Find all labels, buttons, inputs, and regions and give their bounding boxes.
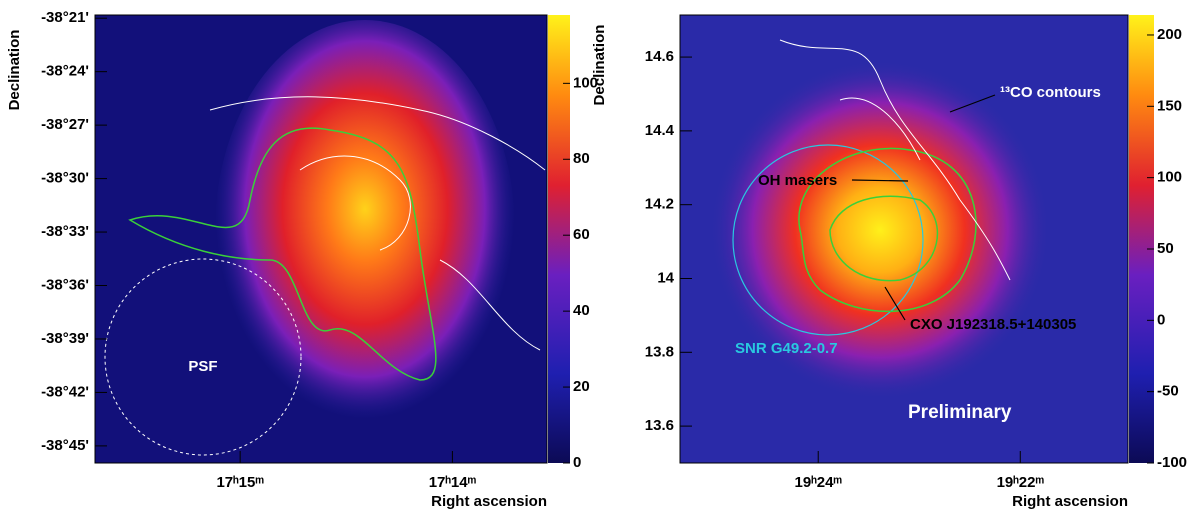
colorbar <box>548 15 570 463</box>
x-axis-label: Right ascension <box>431 493 547 510</box>
x-axis-label: Right ascension <box>1012 493 1128 510</box>
y-tick-label: 13.8 <box>645 343 674 360</box>
y-tick-label: 14 <box>657 269 674 286</box>
colorbar <box>1129 15 1154 463</box>
plot-frame <box>94 14 548 464</box>
x-tick-label: 19ʰ24ᵐ <box>795 474 843 491</box>
annotation: Preliminary <box>908 402 1012 423</box>
y-tick-label: -38°33' <box>41 223 89 240</box>
colorbar-tick-label: 60 <box>573 226 590 243</box>
colorbar-tick-label: -100 <box>1157 454 1187 471</box>
colorbar-tick-label: 100 <box>1157 169 1182 186</box>
y-tick-label: 13.6 <box>645 417 674 434</box>
y-tick-label: -38°45' <box>41 437 89 454</box>
y-axis-label: Declination <box>6 30 23 111</box>
y-tick-label: -38°42' <box>41 383 89 400</box>
x-tick-label: 19ʰ22ᵐ <box>997 474 1045 491</box>
y-tick-label: -38°36' <box>41 276 89 293</box>
colorbar-tick-label: -50 <box>1157 383 1179 400</box>
colorbar-tick-label: 20 <box>573 378 590 395</box>
y-tick-label: 14.6 <box>645 48 674 65</box>
y-tick-label: -38°39' <box>41 330 89 347</box>
colorbar-tick-label: 0 <box>573 454 581 471</box>
plot-frame <box>679 14 1129 464</box>
annotation: CXO J192318.5+140305 <box>910 316 1076 333</box>
colorbar-tick-label: 100 <box>573 74 598 91</box>
y-tick-label: 14.2 <box>645 196 674 213</box>
y-tick-label: -38°24' <box>41 63 89 80</box>
annotation: SNR G49.2-0.7 <box>735 340 838 357</box>
sky-image <box>680 15 1128 463</box>
colorbar-tick-label: 40 <box>573 302 590 319</box>
colorbar-tick-label: 200 <box>1157 26 1182 43</box>
y-axis-label: Declination <box>591 25 608 106</box>
x-tick-label: 17ʰ14ᵐ <box>429 474 477 491</box>
y-tick-label: -38°27' <box>41 116 89 133</box>
annotation: ¹³CO contours <box>1000 84 1101 101</box>
annotation: PSF <box>188 358 217 375</box>
pointer <box>851 94 996 321</box>
y-tick-label: 14.4 <box>645 122 675 139</box>
colorbar-tick-label: 150 <box>1157 97 1182 114</box>
y-tick-label: -38°30' <box>41 170 89 187</box>
colorbar-tick-label: 0 <box>1157 311 1165 328</box>
sky-image <box>95 15 547 463</box>
x-tick-label: 17ʰ15ᵐ <box>216 474 264 491</box>
y-tick-label: -38°21' <box>41 9 89 26</box>
colorbar-tick-label: 50 <box>1157 240 1174 257</box>
annotation: OH masers <box>758 172 837 189</box>
colorbar-tick-label: 80 <box>573 150 590 167</box>
